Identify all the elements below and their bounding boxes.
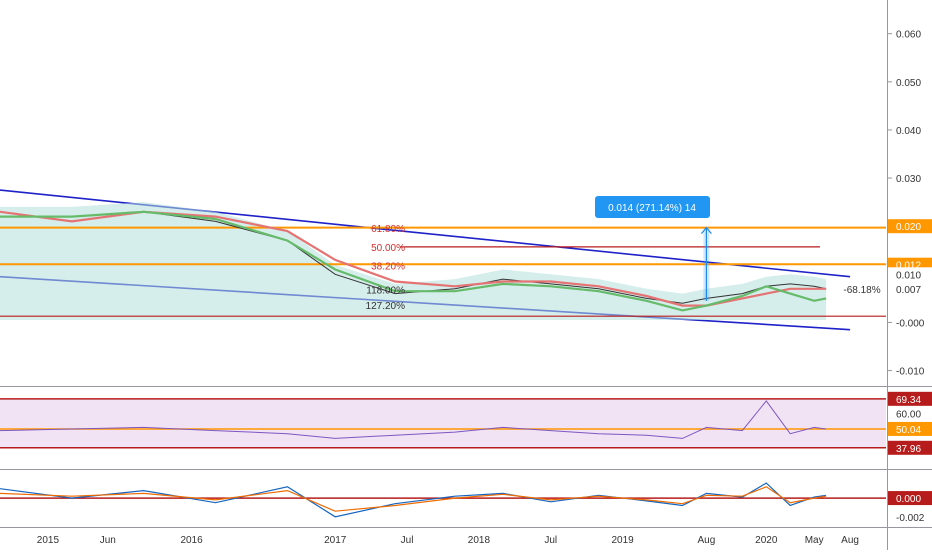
price-tick-label: 0.050: [896, 78, 921, 89]
measure-arrow-head: [700, 226, 712, 235]
price-label-box: [888, 219, 932, 234]
time-tick-label: May: [805, 535, 824, 546]
rsi-level-label-1: 50.04: [896, 425, 921, 436]
rsi-level-label-0: 69.34: [896, 395, 921, 406]
price-label-box: [888, 281, 932, 296]
time-tick-label: 2018: [468, 535, 491, 546]
macd-level-box: [888, 491, 932, 506]
price-tick-label: -0.010: [896, 367, 925, 378]
macd-level-label-0: 0.000: [896, 494, 921, 505]
time-tick-label: Aug: [841, 535, 859, 546]
time-tick-label: 2017: [324, 535, 347, 546]
rsi-level-box: [888, 440, 932, 455]
fib-label-0: 61.80%: [371, 224, 405, 235]
rsi-level-box: [888, 391, 932, 406]
rsi-level-label-2: 37.96: [896, 444, 921, 455]
price-label-0: 0.020: [896, 222, 921, 233]
price-tick-label: 0.030: [896, 174, 921, 185]
time-tick-label: Aug: [698, 535, 716, 546]
time-tick-label: 2016: [180, 535, 203, 546]
time-tick-label: Jun: [100, 535, 116, 546]
macd-tick-label: -0.002: [896, 513, 925, 524]
fib-label-2: 38.20%: [371, 262, 405, 273]
price-label-2: 0.010: [896, 270, 921, 281]
time-tick-label: 2015: [37, 535, 60, 546]
rsi-level-box: [888, 421, 932, 436]
price-series-1: [0, 210, 827, 307]
macd-series-0: [0, 482, 827, 518]
measure-label: 0.014 (271.14%) 14: [608, 203, 696, 214]
time-tick-label: Jul: [544, 535, 557, 546]
percent-change-label: -68.18%: [843, 285, 880, 296]
measure-label-box: [595, 196, 710, 218]
fib-label-4: 127.20%: [366, 301, 406, 312]
rsi-band: [0, 398, 886, 448]
price-tick-label: -0.000: [896, 318, 925, 329]
price-tick-label: 0.060: [896, 30, 921, 41]
time-tick-label: Jul: [401, 535, 414, 546]
macd-series-1: [0, 486, 827, 512]
time-tick-label: 2020: [755, 535, 778, 546]
price-label-box: [888, 267, 932, 282]
time-tick-label: 2019: [611, 535, 634, 546]
price-label-1: 0.012: [896, 261, 921, 272]
price-series-2: [0, 210, 827, 312]
fib-label-1: 50.00%: [371, 243, 405, 254]
price-tick-label: 0.040: [896, 126, 921, 137]
rsi-tick-label: 60.00: [896, 409, 921, 420]
rsi-line: [0, 400, 827, 439]
fib-label-3: 118.00%: [366, 286, 405, 297]
price-label-3: 0.007: [896, 285, 921, 296]
